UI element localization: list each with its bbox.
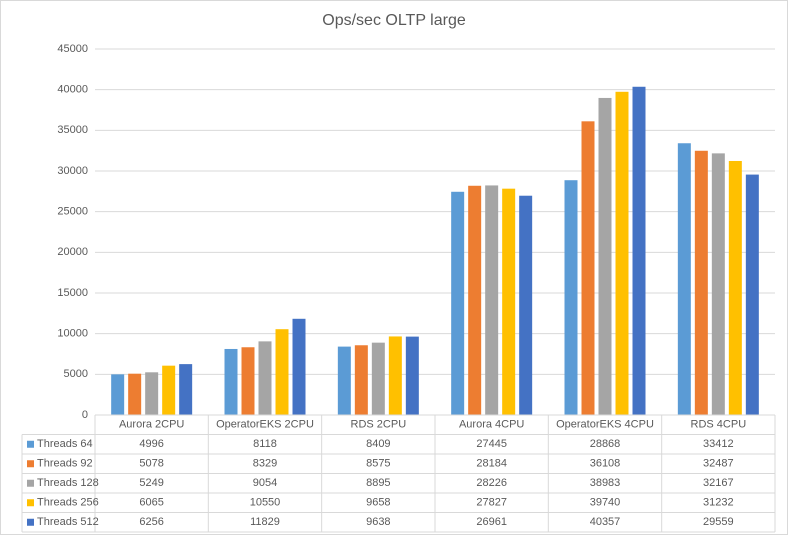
legend-swatch — [27, 518, 34, 526]
table-value: 5078 — [139, 458, 163, 470]
bar — [519, 195, 533, 415]
legend-swatch — [27, 499, 34, 507]
legend-label: Threads 64 — [37, 438, 93, 450]
table-value: 26961 — [476, 516, 507, 528]
table-value: 31232 — [703, 497, 734, 509]
table-value: 32487 — [703, 458, 734, 470]
bar — [371, 342, 385, 415]
legend-swatch — [27, 460, 34, 468]
x-tick-label: OperatorEKS 2CPU — [216, 419, 314, 431]
y-tick-label: 40000 — [57, 84, 88, 96]
table-value: 6256 — [139, 516, 163, 528]
bar — [258, 341, 272, 415]
bar — [179, 364, 193, 415]
table-value: 6065 — [139, 497, 163, 509]
table-value: 8895 — [366, 477, 390, 489]
table-value: 27445 — [476, 438, 507, 450]
bar — [451, 191, 465, 415]
y-tick-label: 30000 — [57, 165, 88, 177]
y-tick-label: 15000 — [57, 287, 88, 299]
bar — [292, 318, 306, 415]
legend-label: Threads 512 — [37, 516, 99, 528]
bar — [468, 185, 482, 415]
bar — [111, 374, 125, 415]
bar — [145, 372, 159, 415]
table-value: 8575 — [366, 458, 390, 470]
bar — [337, 346, 351, 415]
table-value: 40357 — [590, 516, 621, 528]
table-value: 9638 — [366, 516, 390, 528]
bar — [677, 143, 691, 415]
table-value: 8118 — [253, 438, 277, 450]
y-tick-label: 25000 — [57, 206, 88, 218]
y-tick-label: 45000 — [57, 43, 88, 55]
table-value: 28184 — [476, 458, 507, 470]
bar — [405, 336, 419, 415]
table-value: 32167 — [703, 477, 734, 489]
table-value: 36108 — [590, 458, 621, 470]
bar — [694, 150, 708, 415]
chart-title: Ops/sec OLTP large — [322, 12, 466, 29]
bar — [224, 348, 238, 415]
table-value: 38983 — [590, 477, 621, 489]
table-value: 4996 — [139, 438, 163, 450]
bar — [728, 160, 742, 415]
legend-swatch — [27, 479, 34, 487]
bar — [502, 188, 516, 415]
table-value: 9658 — [366, 497, 390, 509]
table-value: 33412 — [703, 438, 734, 450]
y-tick-label: 5000 — [64, 368, 88, 380]
x-tick-label: Aurora 4CPU — [459, 419, 524, 431]
bar — [485, 185, 499, 415]
bar — [388, 336, 402, 415]
legend-swatch — [27, 440, 34, 448]
legend-label: Threads 256 — [37, 497, 99, 509]
bar — [598, 97, 612, 415]
table-value: 10550 — [250, 497, 281, 509]
bar — [241, 347, 255, 415]
table-value: 8409 — [366, 438, 390, 450]
legend-label: Threads 92 — [37, 458, 93, 470]
table-value: 28226 — [476, 477, 507, 489]
table-value: 39740 — [590, 497, 621, 509]
y-tick-label: 20000 — [57, 246, 88, 258]
y-tick-label: 0 — [82, 409, 88, 421]
y-tick-label: 10000 — [57, 328, 88, 340]
bar — [275, 329, 289, 415]
x-tick-label: RDS 2CPU — [351, 419, 407, 431]
bar — [711, 153, 725, 415]
table-value: 28868 — [590, 438, 621, 450]
table-value: 27827 — [476, 497, 507, 509]
table-value: 8329 — [253, 458, 277, 470]
bar — [354, 345, 368, 415]
x-tick-label: Aurora 2CPU — [119, 419, 184, 431]
legend-label: Threads 128 — [37, 477, 99, 489]
bar — [615, 91, 629, 415]
table-value: 11829 — [250, 516, 280, 528]
bar — [632, 86, 646, 416]
bar — [162, 365, 176, 415]
x-tick-label: OperatorEKS 4CPU — [556, 419, 654, 431]
bar — [745, 174, 759, 415]
bar — [581, 121, 595, 416]
table-value: 29559 — [703, 516, 734, 528]
table-value: 5249 — [139, 477, 163, 489]
table-value: 9054 — [253, 477, 277, 489]
bar — [564, 180, 578, 415]
x-tick-label: RDS 4CPU — [691, 419, 747, 431]
y-tick-label: 35000 — [57, 124, 88, 136]
bar — [128, 373, 142, 415]
